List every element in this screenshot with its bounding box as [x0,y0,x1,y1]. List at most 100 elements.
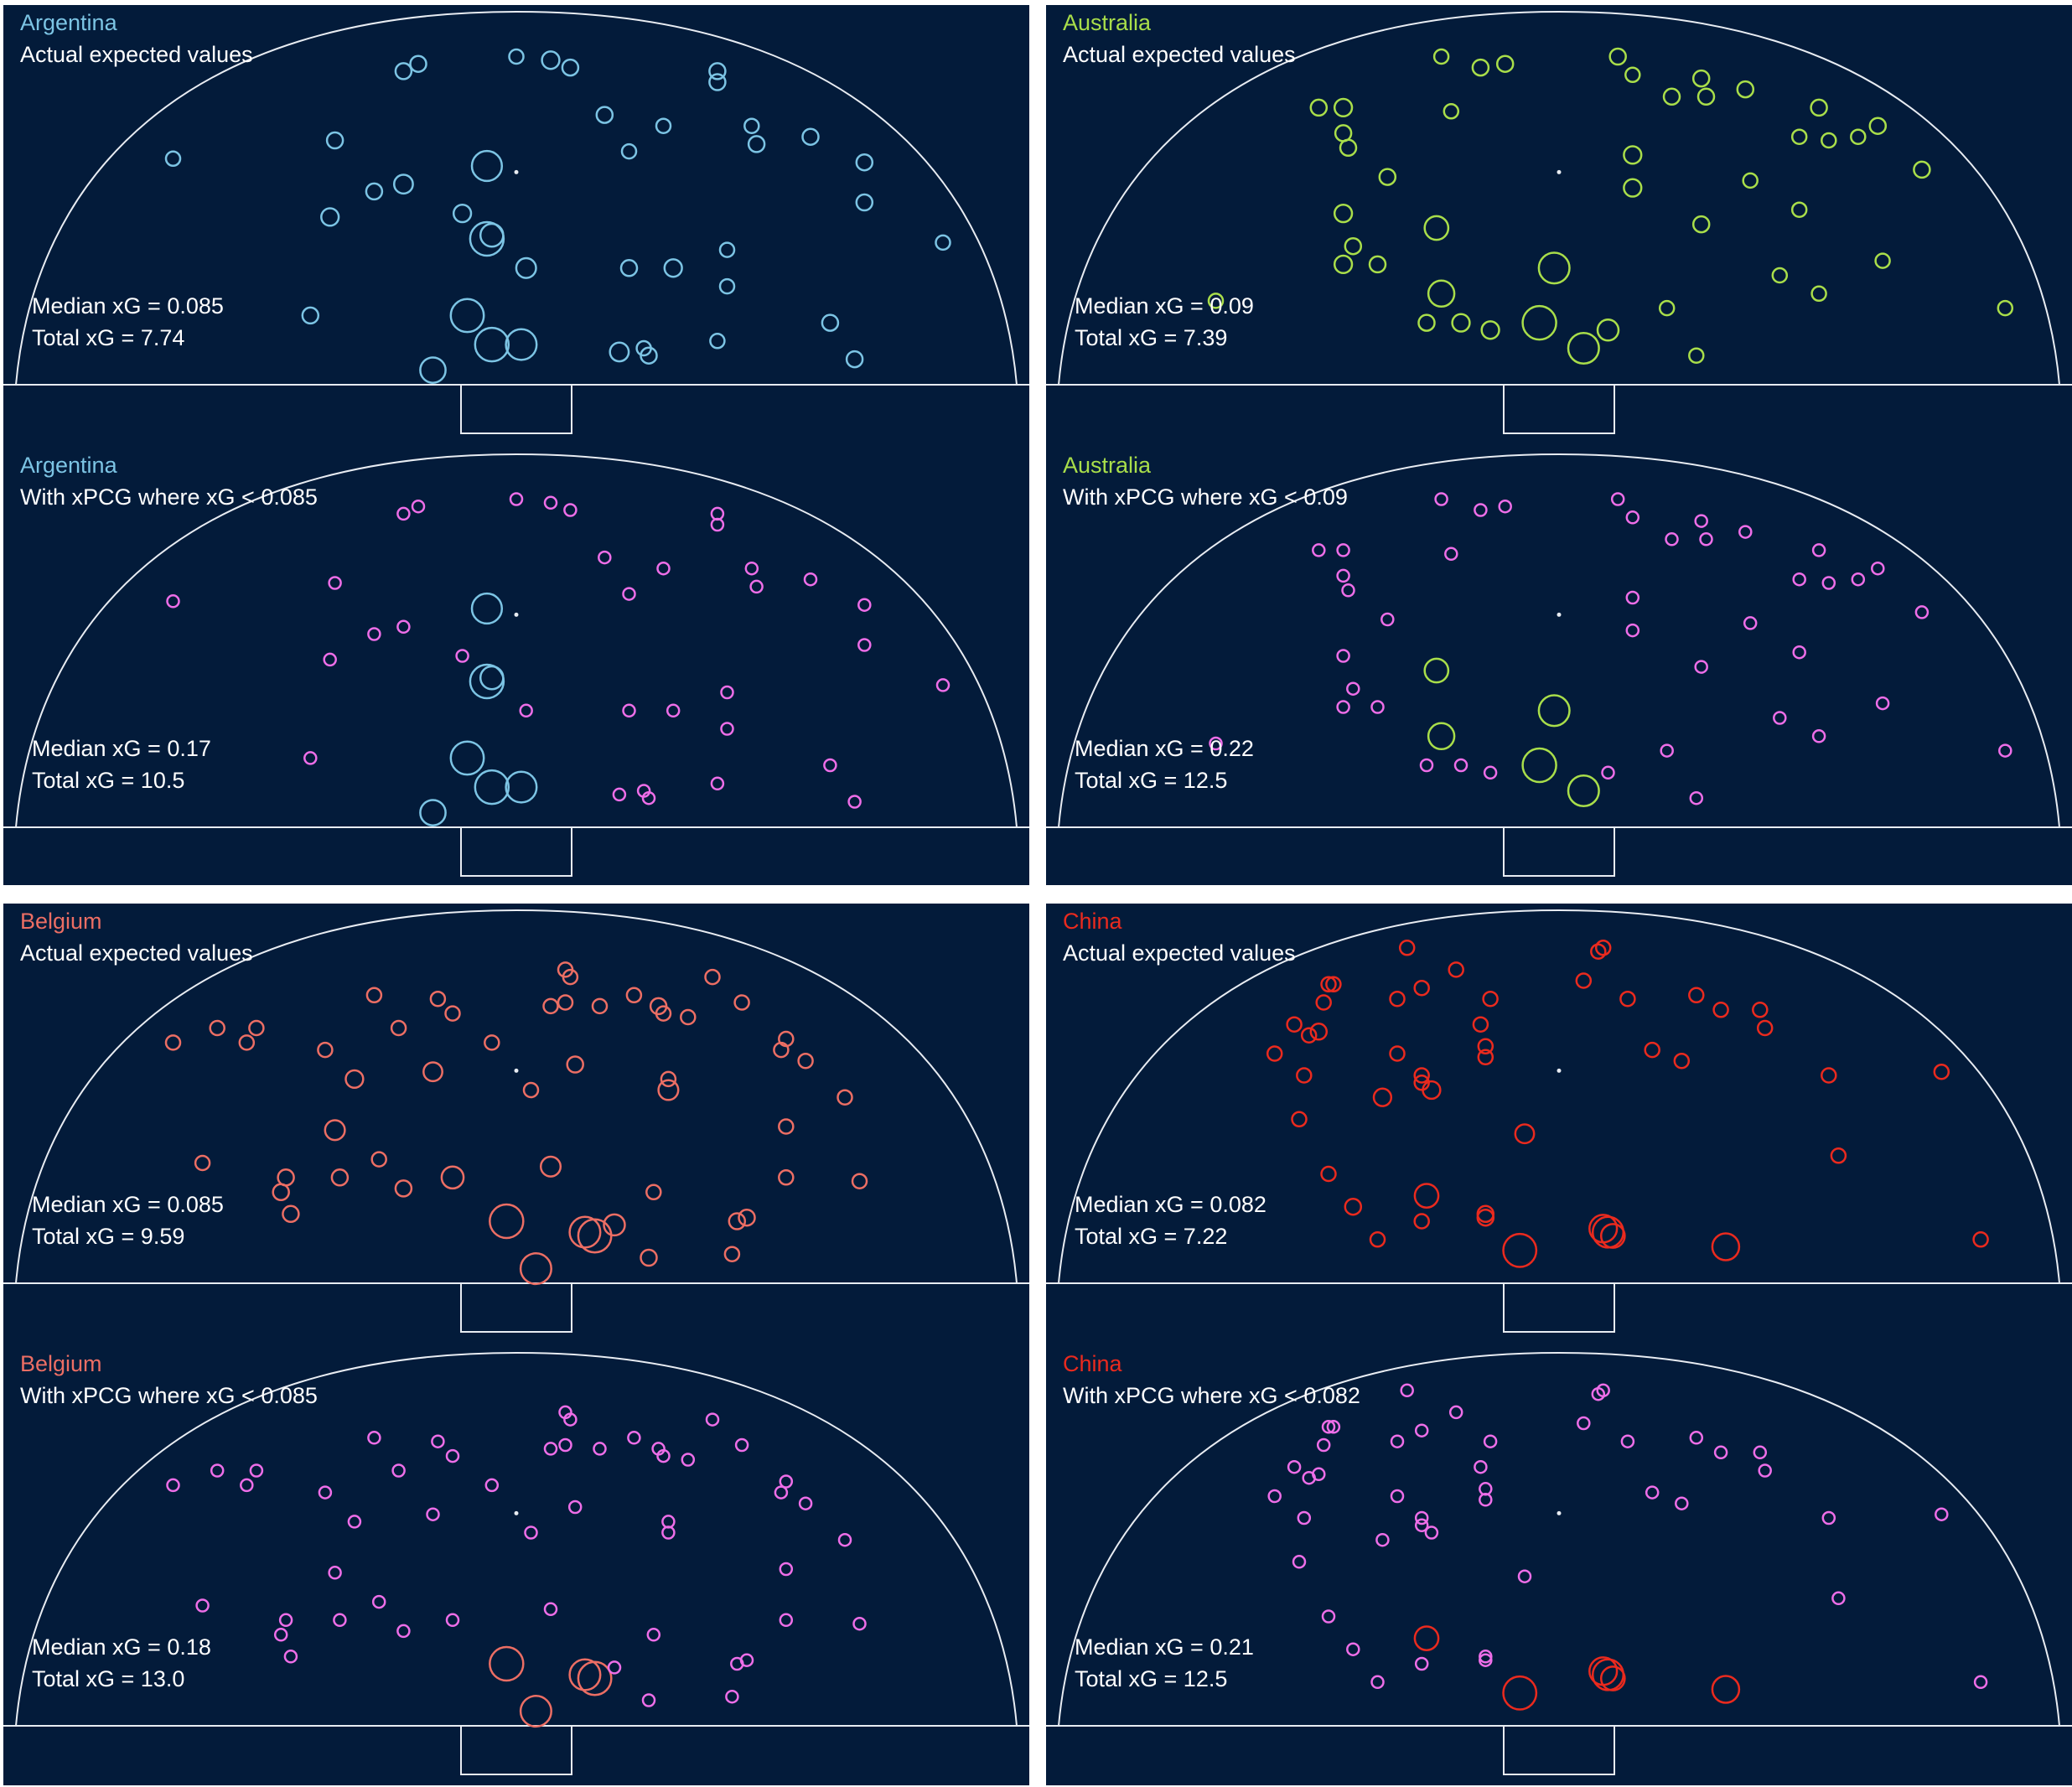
shot-marker [249,1463,264,1478]
pitch-arc [15,453,1018,828]
shot-marker [851,1173,868,1189]
panel-subtitle: Actual expected values [20,42,253,67]
shot-marker [625,987,643,1004]
shot-marker [803,572,818,587]
shot-marker [440,1165,465,1190]
shot-marker [1830,1147,1847,1164]
shot-marker [1321,1420,1336,1434]
shot-marker [365,182,384,201]
shot-marker [1380,612,1395,627]
shot-marker [1696,87,1716,106]
shot-marker [396,506,411,521]
shot-marker [1266,1045,1283,1062]
penalty-spot [1557,169,1562,174]
shot-marker [1997,299,2014,317]
shot-marker [1398,940,1416,956]
shot-marker [607,1660,622,1675]
shot-marker [1914,605,1930,619]
penalty-spot [1557,1510,1562,1515]
argentina-quadrant: Argentina Actual expected values Median xG… [3,5,1029,885]
shot-marker [1712,1002,1729,1018]
shot-marker [542,997,559,1015]
total-xg-label: Total xG = 7.74 [32,325,184,350]
shot-marker [1389,990,1406,1007]
shot-marker [1790,128,1808,145]
shot-marker [1758,1463,1772,1478]
shot-marker [1333,97,1354,118]
panel-subtitle: With xPCG where xG < 0.085 [20,484,318,510]
shot-marker [1537,251,1571,285]
shot-marker [738,1208,756,1227]
shot-marker [1502,1232,1538,1268]
shot-marker [519,1252,552,1286]
shot-marker [566,1055,584,1074]
shot-marker [1390,1489,1405,1504]
china-panel-xpcg: China With xPCG where xG < 0.082 Median xG… [1046,1351,2072,1775]
shot-marker [317,1041,334,1059]
penalty-spot [514,1510,519,1515]
goal-box [460,1725,572,1775]
shot-marker [1594,940,1612,956]
shot-marker [1742,172,1759,189]
shot-marker [1344,236,1363,256]
china-background [1046,904,2072,1785]
shot-marker [1413,1213,1430,1230]
shot-marker [1810,285,1827,303]
shot-marker [1471,58,1490,77]
shot-marker [773,1041,790,1059]
shot-marker [367,1431,381,1445]
shot-marker [166,594,180,609]
shot-marker [272,1183,290,1202]
shot-marker [1596,319,1620,342]
shot-marker [1336,649,1350,663]
shot-marker [749,579,764,594]
penalty-spot [514,612,519,617]
shot-marker [1660,743,1674,758]
shot-marker [484,1034,500,1051]
shot-marker [164,1034,182,1051]
shot-marker [733,994,750,1011]
shot-marker [396,619,411,635]
shot-marker [1472,1016,1489,1033]
shot-marker [718,241,736,258]
shot-marker [325,131,344,150]
shot-marker [1773,711,1787,725]
goal-box [1503,826,1615,877]
total-xg-label: Total xG = 7.39 [1075,325,1227,350]
shot-marker [444,1005,461,1022]
shot-marker [1479,1653,1493,1667]
shot-marker [779,1613,794,1628]
shot-marker [1483,1434,1498,1448]
shot-marker [852,1616,867,1631]
shot-marker [646,1628,661,1642]
shot-marker [710,776,725,791]
shot-marker [1448,1405,1463,1420]
shot-marker [543,495,558,510]
shot-marker [1400,1383,1414,1398]
shot-marker [470,592,504,625]
shot-marker [1933,1063,1950,1080]
shot-marker [1658,299,1676,317]
shot-marker [1336,543,1350,557]
shot-marker [1623,178,1643,198]
argentina-panel-actual: Argentina Actual expected values Median xG… [3,10,1029,434]
shot-marker [541,50,561,70]
shot-marker [365,987,383,1004]
shot-marker [567,1500,583,1515]
shot-marker [1333,203,1354,224]
shot-marker [240,1478,254,1493]
shot-marker [1413,1183,1440,1209]
shot-marker [1291,1111,1308,1128]
shot-marker [394,62,413,80]
shot-marker [1498,499,1512,514]
panel-subtitle: With xPCG where xG < 0.082 [1063,1383,1360,1408]
pitch-arc [1058,453,2060,828]
shot-marker [1691,215,1711,234]
shot-marker [195,1598,210,1613]
shot-marker [1689,1431,1704,1445]
shot-marker [1495,54,1515,73]
australia-quadrant: Australia Actual expected values Median xG… [1046,5,2072,885]
shot-marker [1752,1002,1769,1018]
shot-marker [1476,1208,1495,1227]
shot-marker [680,1008,697,1026]
